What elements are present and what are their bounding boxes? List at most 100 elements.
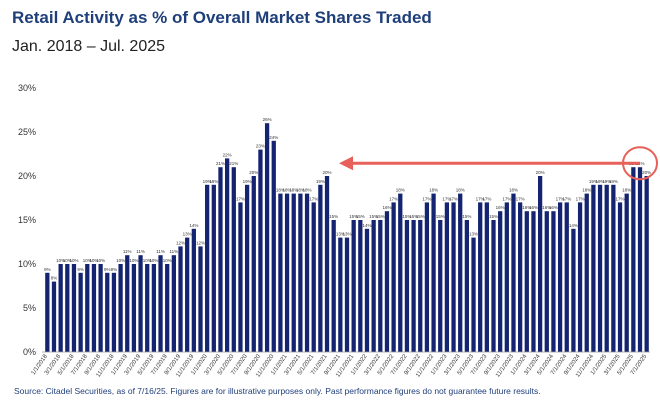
bar — [191, 228, 196, 352]
bar-value-label: 17% — [442, 196, 451, 201]
bar-value-label: 17% — [576, 196, 585, 201]
bar-value-label: 15% — [376, 214, 385, 219]
bar — [471, 237, 476, 352]
bar-value-label: 16% — [382, 205, 391, 210]
bar — [105, 272, 110, 352]
bar — [118, 264, 123, 352]
bar — [344, 237, 350, 352]
bar-value-label: 17% — [236, 196, 245, 201]
bar — [58, 264, 63, 352]
bar-value-label: 15% — [409, 214, 418, 219]
bar — [398, 193, 403, 352]
bar-value-label: 14% — [189, 223, 198, 228]
bar-value-label: 9% — [104, 267, 111, 272]
bar — [131, 264, 137, 352]
bar — [225, 158, 230, 352]
bar-value-label: 10% — [56, 258, 65, 263]
bar — [251, 176, 256, 352]
bar-value-label: 20% — [249, 170, 258, 175]
bar — [231, 167, 236, 352]
bar — [85, 264, 90, 352]
bar-value-label: 10% — [96, 258, 105, 263]
bar-value-label: 13% — [336, 232, 345, 237]
bar-value-label: 12% — [176, 240, 185, 245]
bar-value-label: 17% — [616, 196, 625, 201]
bar — [298, 193, 303, 352]
bar — [278, 193, 283, 352]
bar-value-label: 16% — [496, 205, 505, 210]
bar-value-label: 14% — [362, 223, 371, 228]
bar — [145, 264, 150, 352]
bar — [544, 211, 549, 352]
bar-value-label: 18% — [582, 188, 591, 193]
bar-value-label: 17% — [482, 196, 491, 201]
bar — [358, 220, 363, 352]
bar — [111, 272, 117, 352]
bar — [218, 167, 223, 352]
bar — [351, 220, 356, 352]
bar — [165, 264, 170, 352]
bar — [324, 176, 330, 352]
bar — [484, 202, 489, 352]
bar-value-label: 10% — [143, 258, 152, 263]
y-tick-label: 0% — [23, 347, 36, 357]
bar — [564, 202, 569, 352]
bar — [65, 264, 70, 352]
bar-value-label: 15% — [402, 214, 411, 219]
bar-value-label: 10% — [163, 258, 172, 263]
bar — [258, 149, 263, 352]
bar-value-label: 18% — [276, 188, 285, 193]
bar — [491, 220, 496, 352]
bar — [211, 184, 216, 352]
bar — [458, 193, 463, 352]
bar-value-label: 17% — [516, 196, 525, 201]
bar-value-label: 15% — [329, 214, 338, 219]
bar-value-label: 17% — [449, 196, 458, 201]
bar-value-label: 24% — [269, 135, 278, 140]
bar — [318, 184, 323, 352]
bar — [418, 220, 423, 352]
y-tick-label: 20% — [18, 171, 36, 181]
bar-value-label: 15% — [489, 214, 498, 219]
bar — [524, 211, 529, 352]
bar-value-label: 19% — [243, 179, 252, 184]
bar-value-label: 18% — [303, 188, 312, 193]
y-tick-label: 25% — [18, 127, 36, 137]
bar — [551, 211, 556, 352]
bar — [464, 220, 469, 352]
bar — [171, 255, 176, 352]
bar-value-label: 18% — [509, 188, 518, 193]
bar-value-label: 15% — [369, 214, 378, 219]
bar — [271, 140, 276, 352]
bar-value-label: 15% — [349, 214, 358, 219]
bar — [338, 237, 343, 352]
bar-value-label: 18% — [456, 188, 465, 193]
bar — [577, 202, 583, 352]
bar-value-label: 19% — [589, 179, 598, 184]
bar — [511, 193, 516, 352]
bar-value-label: 15% — [356, 214, 365, 219]
bar-value-label: 9% — [44, 267, 51, 272]
bar — [604, 184, 609, 352]
bar — [624, 193, 629, 352]
bar-value-label: 18% — [396, 188, 405, 193]
bar — [431, 193, 436, 352]
bar — [597, 184, 603, 352]
bar-value-label: 20% — [536, 170, 545, 175]
bar-value-label: 16% — [549, 205, 558, 210]
bar-value-label: 21% — [229, 161, 238, 166]
y-tick-label: 10% — [18, 259, 36, 269]
bar — [91, 264, 97, 352]
annotation-arrow-head — [339, 156, 354, 171]
bar-value-label: 13% — [342, 232, 351, 237]
y-tick-label: 30% — [18, 83, 36, 93]
bar-value-label: 18% — [296, 188, 305, 193]
bar-value-label: 17% — [389, 196, 398, 201]
bar — [518, 202, 523, 352]
bar — [138, 255, 143, 352]
bar — [71, 264, 77, 352]
bar — [617, 202, 623, 352]
bar-value-label: 11% — [123, 249, 132, 254]
bar-value-label: 19% — [596, 179, 605, 184]
bar — [284, 193, 290, 352]
